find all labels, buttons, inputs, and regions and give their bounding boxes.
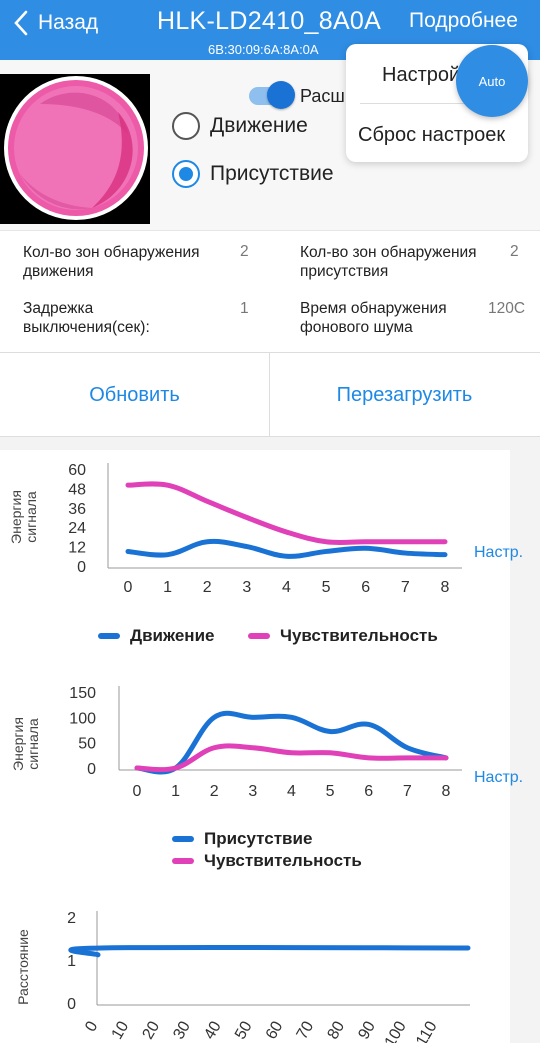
chart1-settings-link[interactable]: Настр. [474,544,524,561]
chart3-x-tick: 40 [201,1018,225,1042]
chart1-x-tick: 6 [361,579,370,596]
radio-circle-selected [172,160,200,188]
menu-item-settings[interactable]: Настрой [382,64,461,86]
chart3-y-tick: 1 [67,953,76,970]
chart3-x-tick: 50 [232,1018,256,1042]
chart2-y-tick: 100 [69,710,96,727]
chart2-x-tick: 4 [287,783,296,800]
radio-circle [172,112,200,140]
chart3-x-tick: 0 [82,1018,101,1034]
chart1-legend-sensitivity: Чувствительность [248,626,438,646]
chart2-x-tick: 2 [210,783,219,800]
chart2-series-2-line [134,743,449,773]
chart3-series-1-line [68,944,471,958]
chart3-x-tick: 60 [263,1018,287,1042]
chart3-x-tick: 100 [382,1018,410,1043]
chart2-x-tick: 5 [326,783,335,800]
chart1-x-tick: 7 [401,579,410,596]
chart2-series-1-line [134,710,449,775]
chart2-y-tick: 150 [69,685,96,702]
chart1-x-tick: 8 [441,579,450,596]
chart3-y-tick: 2 [67,910,76,927]
chart1-x-tick: 4 [282,579,291,596]
noise-time-label: Время обнаружения фонового шума [300,300,447,336]
radio-motion[interactable]: Движение [172,112,308,140]
info-section: Кол-во зон обнаружения движения 2 Кол-во… [0,230,540,352]
back-label: Назад [38,11,99,34]
chart2-x-tick: 8 [442,783,451,800]
chart3-x-tick: 80 [325,1018,349,1042]
presence-zones-label: Кол-во зон обнаружения присутствия [300,244,477,280]
chart3-x-tick: 20 [140,1018,164,1042]
legend-label: Чувствительность [280,626,438,645]
chart1-x-tick: 0 [124,579,133,596]
refresh-button[interactable]: Обновить [89,383,180,406]
chart2-x-tick: 6 [364,783,373,800]
chevron-left-icon [14,10,28,36]
chart3-x-tick: 30 [170,1018,194,1042]
legend-label: Движение [130,626,215,645]
chart1-x-tick: 1 [163,579,172,596]
extended-mode-label: Расш [300,86,345,106]
chart3-y-tick: 0 [67,996,76,1013]
extended-mode-toggle[interactable] [247,81,297,109]
chart1-y-tick: 60 [68,462,86,479]
chart1-series-1-line [125,538,448,559]
off-delay-value: 1 [240,300,249,317]
chart1-y-tick: 12 [68,540,86,557]
chart3-y-label: Расстояние [15,929,31,1005]
menu-item-reset[interactable]: Сброс настроек [358,124,506,146]
auto-button[interactable]: Auto [456,45,528,117]
chart2-x-tick: 0 [133,783,142,800]
radio-motion-label: Движение [210,114,308,137]
chart1-x-tick: 5 [322,579,331,596]
chart2-y-tick: 50 [78,736,96,753]
off-delay-label: Задрежка выключения(сек): [23,300,150,336]
chart1-series-2-line [125,481,448,546]
reboot-button[interactable]: Перезагрузить [336,383,473,406]
chart2-legend-presence: Присутствие [172,829,312,849]
device-title: HLK-LD2410_8A0A [157,7,382,35]
chart2-settings-link[interactable]: Настр. [474,769,524,786]
chart1-y-tick: 24 [68,520,86,537]
radar-indicator [0,74,150,224]
chart1-legend-motion: Движение [98,626,214,646]
chart2-legend-sensitivity: Чувствительность [172,851,362,871]
chart3-x-tick: 110 [413,1018,441,1043]
radio-presence[interactable]: Присутствие [172,160,334,188]
chart1-y-tick: 36 [68,501,86,518]
chart1-x-tick: 3 [242,579,251,596]
device-mac: 6B:30:09:6A:8A:0A [208,42,319,57]
chart2-x-tick: 7 [403,783,412,800]
chart2-y-tick: 0 [87,761,96,778]
action-bar: Обновить Перезагрузить [0,352,540,437]
chart1-y-label: Энергиясигнала [8,490,39,544]
chart2-x-tick: 1 [171,783,180,800]
chart1-y-tick: 48 [68,481,86,498]
legend-label: Присутствие [204,829,313,848]
chart2-y-label: Энергиясигнала [10,717,41,771]
chart1-x-tick: 2 [203,579,212,596]
chart3-x-tick: 90 [355,1018,379,1042]
radio-presence-label: Присутствие [210,162,334,185]
back-button[interactable]: Назад [14,8,98,38]
chart3-x-tick: 10 [109,1018,133,1042]
legend-label: Чувствительность [204,851,362,870]
motion-zones-label: Кол-во зон обнаружения движения [23,244,200,280]
presence-zones-value: 2 [510,243,519,260]
app-header: Назад HLK-LD2410_8A0A 6B:30:09:6A:8A:0A … [0,0,540,60]
noise-time-value: 120С [488,300,526,317]
chart1-y-tick: 0 [77,559,86,576]
chart2-x-tick: 3 [248,783,257,800]
more-button[interactable]: Подробнее [409,9,518,32]
motion-zones-value: 2 [240,243,249,260]
chart3-x-tick: 70 [294,1018,318,1042]
